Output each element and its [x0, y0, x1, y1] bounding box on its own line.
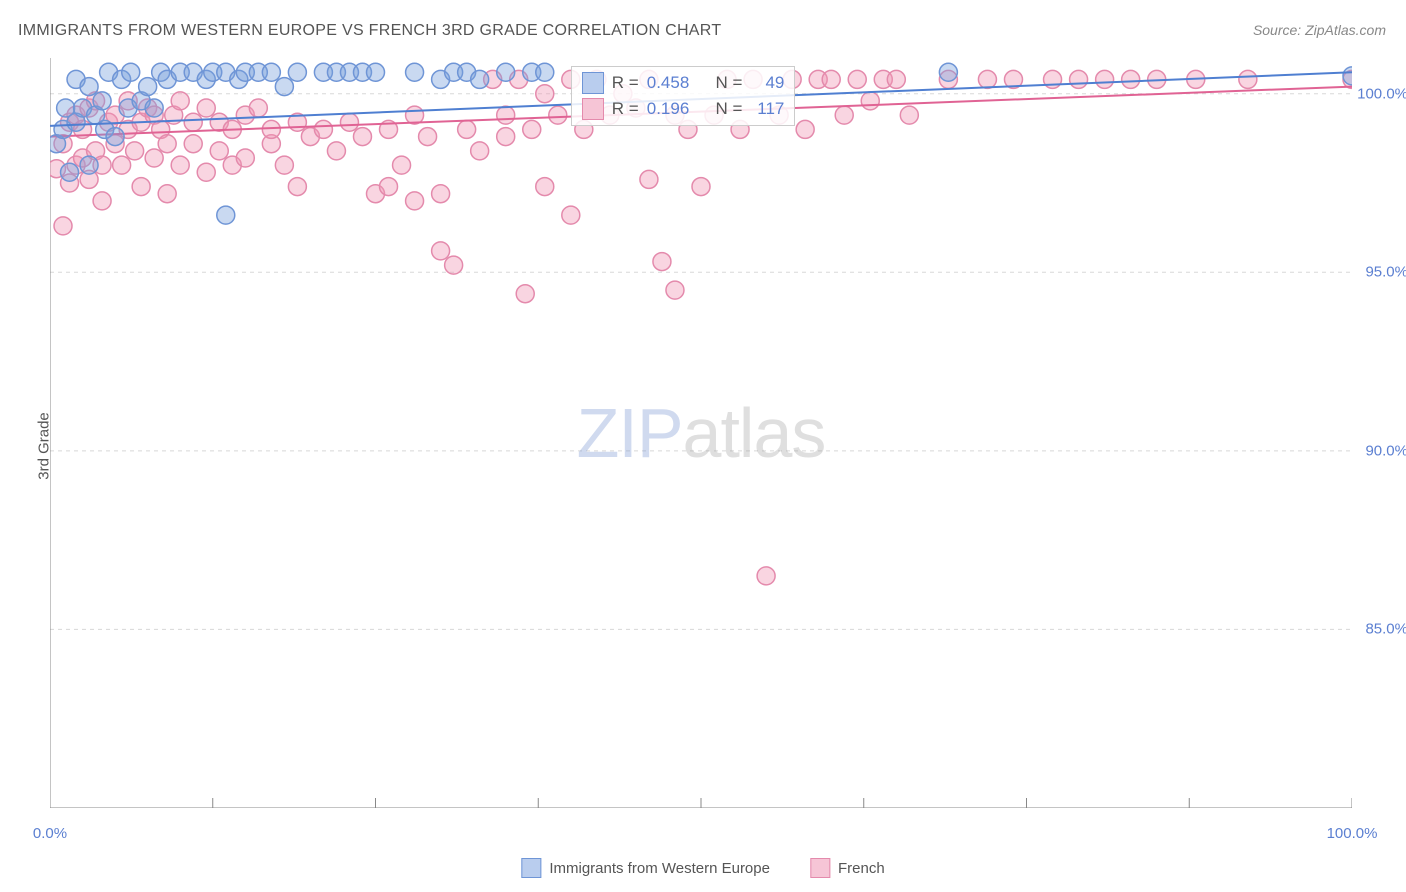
legend-swatch-series2: [810, 858, 830, 878]
stats-r-label: R =: [612, 73, 639, 93]
legend-swatch-series1: [521, 858, 541, 878]
y-tick-label: 100.0%: [1357, 85, 1406, 102]
y-tick-label: 95.0%: [1365, 264, 1406, 281]
y-tick-label: 90.0%: [1365, 442, 1406, 459]
stats-n-value: 49: [750, 73, 784, 93]
stats-swatch: [582, 98, 604, 120]
stats-row: R = 0.196 N = 117: [572, 96, 795, 122]
stats-swatch: [582, 72, 604, 94]
stats-r-label: R =: [612, 99, 639, 119]
legend-item-series2: French: [810, 858, 885, 878]
stats-n-value: 117: [750, 99, 784, 119]
x-tick-label: 100.0%: [1327, 825, 1378, 842]
stats-row: R = 0.458 N = 49: [572, 70, 795, 96]
source-attribution: Source: ZipAtlas.com: [1253, 22, 1386, 38]
stats-r-value: 0.458: [647, 73, 703, 93]
y-tick-label: 85.0%: [1365, 621, 1406, 638]
legend-item-series1: Immigrants from Western Europe: [521, 858, 770, 878]
legend-label-series2: French: [838, 860, 885, 877]
stats-n-label: N =: [711, 73, 743, 93]
x-tick-label: 0.0%: [33, 825, 67, 842]
correlation-stats-box: R = 0.458 N = 49 R = 0.196 N = 117: [571, 66, 796, 126]
legend-label-series1: Immigrants from Western Europe: [549, 860, 770, 877]
chart-title: IMMIGRANTS FROM WESTERN EUROPE VS FRENCH…: [18, 22, 721, 40]
stats-n-label: N =: [711, 99, 743, 119]
scatter-chart: [50, 58, 1352, 808]
legend: Immigrants from Western Europe French: [521, 858, 884, 878]
stats-r-value: 0.196: [647, 99, 703, 119]
plot-area: ZIPatlas R =0.458 N =49R =0.196 N =117 8…: [50, 58, 1352, 808]
